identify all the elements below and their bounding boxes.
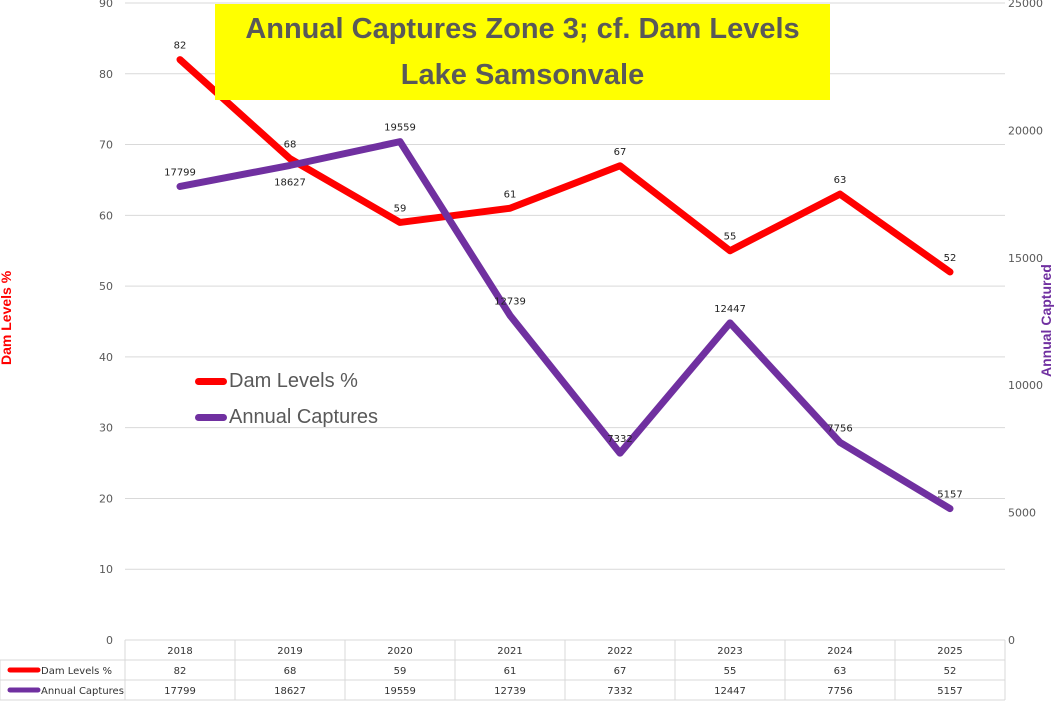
table-year: 2025: [937, 646, 962, 657]
table-cell: 17799: [164, 686, 196, 697]
data-label: 5157: [937, 490, 962, 501]
data-label: 18627: [274, 177, 306, 188]
table-cell: 82: [174, 666, 187, 677]
data-label: 12447: [714, 304, 746, 315]
data-label: 7332: [607, 434, 632, 445]
y-axis-right-label: Annual Captured: [1038, 264, 1054, 377]
y-right-tick-label: 15000: [1008, 252, 1043, 265]
y-left-tick-label: 90: [99, 0, 113, 10]
table-year: 2021: [497, 646, 522, 657]
y-axis-left-label: Dam Levels %: [0, 271, 14, 365]
data-label: 63: [834, 175, 847, 186]
legend-annual-captures: Annual Captures: [195, 406, 378, 429]
legend-swatch-red: [195, 378, 227, 385]
table-year: 2019: [277, 646, 302, 657]
y-right-tick-label: 0: [1008, 634, 1015, 647]
legend-label: Dam Levels %: [229, 370, 358, 392]
y-left-tick-label: 70: [99, 139, 113, 152]
y-right-tick-label: 5000: [1008, 507, 1036, 520]
data-label: 82: [174, 41, 187, 52]
table-cell: 18627: [274, 686, 306, 697]
legend-dam-levels: Dam Levels %: [195, 370, 358, 393]
data-label: 68: [284, 140, 297, 151]
y-right-tick-label: 25000: [1008, 0, 1043, 10]
data-label: 52: [944, 253, 957, 264]
table-cell: 68: [284, 666, 297, 677]
table-cell: 7756: [827, 686, 852, 697]
y-left-tick-label: 50: [99, 280, 113, 293]
y-left-tick-label: 80: [99, 68, 113, 81]
table-cell: 61: [504, 666, 517, 677]
table-cell: 52: [944, 666, 957, 677]
legend-label: Annual Captures: [229, 406, 378, 428]
y-right-tick-label: 20000: [1008, 124, 1043, 137]
title-line-1: Annual Captures Zone 3; cf. Dam Levels: [245, 13, 800, 45]
data-label: 67: [614, 147, 627, 158]
y-right-tick-label: 10000: [1008, 379, 1043, 392]
table-year: 2023: [717, 646, 742, 657]
data-label: 55: [724, 232, 737, 243]
table-cell: 5157: [937, 686, 962, 697]
y-left-tick-label: 60: [99, 209, 113, 222]
title-line-2: Lake Samsonvale: [400, 59, 645, 91]
table-cell: 12447: [714, 686, 746, 697]
table-cell: 55: [724, 666, 737, 677]
legend-swatch-purple: [195, 414, 227, 421]
data-label: 7756: [827, 423, 852, 434]
table-year: 2022: [607, 646, 632, 657]
y-left-tick-label: 10: [99, 563, 113, 576]
series-line-annual-captures: [176, 138, 954, 513]
data-label: 12739: [494, 296, 526, 307]
y-left-tick-label: 30: [99, 422, 113, 435]
table-cell: 12739: [494, 686, 526, 697]
table-series-name: Dam Levels %: [41, 666, 112, 677]
y-left-tick-label: 20: [99, 492, 113, 505]
y-left-tick-label: 0: [106, 634, 113, 647]
table-cell: 19559: [384, 686, 416, 697]
table-year: 2024: [827, 646, 852, 657]
table-cell: 7332: [607, 686, 632, 697]
data-label: 19559: [384, 123, 416, 134]
data-label: 17799: [164, 167, 196, 178]
data-label: 61: [504, 189, 517, 200]
table-cell: 59: [394, 666, 407, 677]
chart-title: Annual Captures Zone 3; cf. Dam Levels L…: [215, 4, 830, 100]
y-left-tick-label: 40: [99, 351, 113, 364]
table-cell: 67: [614, 666, 627, 677]
table-year: 2020: [387, 646, 412, 657]
table-series-name: Annual Captures: [41, 686, 124, 697]
table-year: 2018: [167, 646, 192, 657]
table-cell: 63: [834, 666, 847, 677]
data-label: 59: [394, 203, 407, 214]
series-line-dam-levels-: [176, 56, 954, 276]
